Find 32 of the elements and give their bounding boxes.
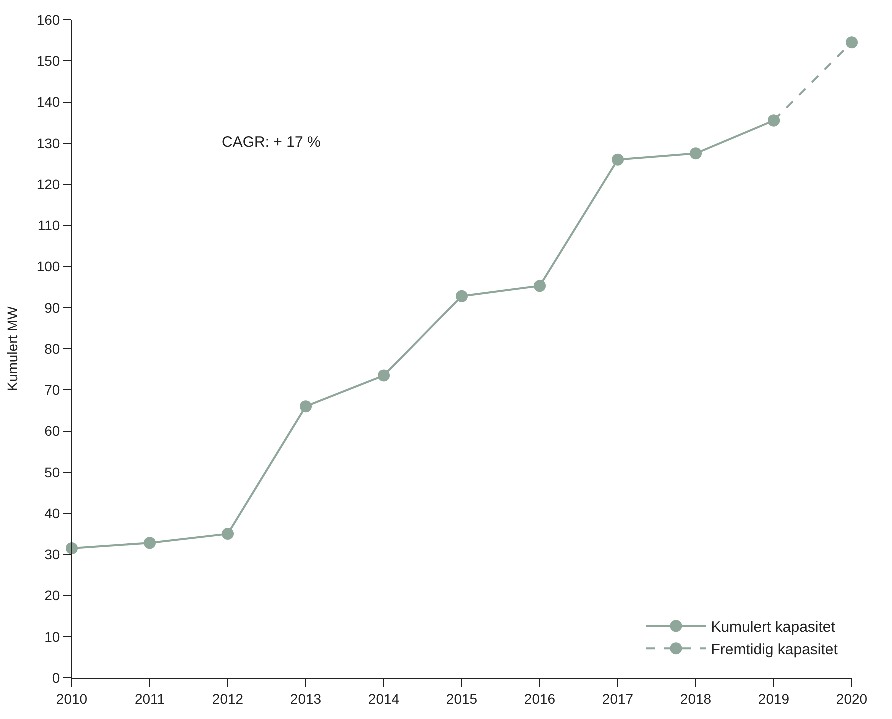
- y-tick-label: 60: [44, 423, 60, 440]
- x-tick-label: 2020: [836, 690, 868, 707]
- x-tick-label: 2018: [680, 690, 712, 707]
- y-tick-label: 110: [38, 218, 60, 234]
- y-tick-label: 100: [36, 258, 60, 275]
- y-axis-title: Kumulert MW: [4, 306, 20, 392]
- x-tick-label: 2019: [758, 690, 790, 707]
- x-tick-label: 2016: [524, 690, 556, 707]
- x-tick-label: 2010: [56, 690, 88, 707]
- y-tick-label: 40: [44, 505, 60, 522]
- y-tick-label: 80: [44, 340, 60, 357]
- annotation: CAGR: + 17 %: [222, 134, 321, 151]
- y-tick-label: 90: [44, 300, 60, 316]
- y-tick-label: 30: [44, 546, 60, 563]
- x-tick-label: 2013: [290, 690, 322, 707]
- x-tick-label: 2011: [134, 690, 166, 707]
- y-tick-label: 160: [36, 12, 60, 28]
- y-tick-label: 130: [36, 135, 60, 152]
- x-tick-label: 2012: [212, 690, 244, 707]
- y-tick-label: 0: [52, 670, 60, 686]
- legend-label: Kumulert kapasitet: [711, 618, 836, 636]
- y-tick-label: 70: [44, 382, 60, 398]
- x-tick-label: 2017: [602, 690, 634, 707]
- y-tick-label: 50: [44, 464, 60, 480]
- y-tick-label: 10: [44, 628, 60, 645]
- legend-label: Fremtidig kapasitet: [711, 641, 839, 658]
- y-tick-label: 20: [44, 588, 60, 604]
- y-tick-label: 150: [36, 53, 60, 70]
- x-tick-label: 2015: [446, 690, 478, 707]
- y-tick-label: 120: [36, 176, 60, 192]
- y-tick-label: 140: [36, 94, 60, 110]
- x-tick-label: 2014: [368, 690, 400, 707]
